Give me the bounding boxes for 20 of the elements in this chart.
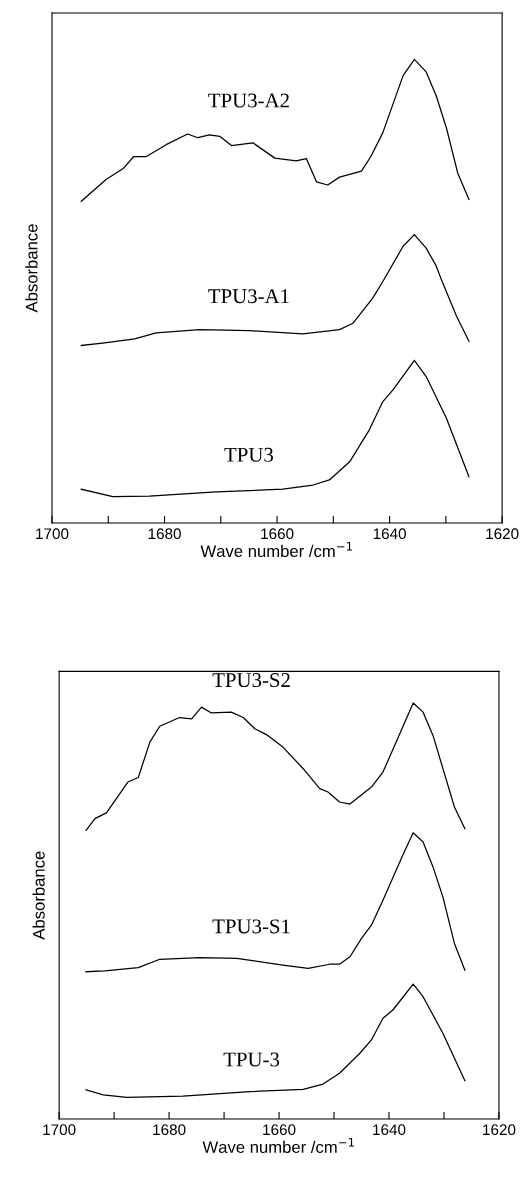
x-tick-label: 1640 bbox=[373, 1124, 406, 1136]
x-tick-label: 1680 bbox=[153, 1124, 186, 1136]
x-tick-label: 1680 bbox=[148, 528, 181, 540]
x-tick-label: 1700 bbox=[43, 1124, 76, 1136]
y-axis-title: Absorbance bbox=[32, 851, 45, 940]
x-tick-label: 1700 bbox=[36, 528, 69, 540]
series-label: TPU3-S2 bbox=[212, 673, 290, 688]
series-label: TPU3-A2 bbox=[208, 93, 289, 108]
series-label: TPU3 bbox=[224, 447, 274, 462]
series-label: TPU3-S1 bbox=[212, 919, 290, 934]
x-tick-label: 1660 bbox=[261, 528, 294, 540]
x-tick-label: 1620 bbox=[483, 1124, 516, 1136]
y-axis-title: Absorbance bbox=[25, 224, 38, 313]
x-axis-title: Wave number /cm$^{−1}$ bbox=[202, 1137, 354, 1154]
x-axis-title: Wave number /cm$^{−1}$ bbox=[200, 541, 352, 558]
x-tick-label: 1640 bbox=[373, 528, 406, 540]
x-tick-label: 1660 bbox=[263, 1124, 296, 1136]
series-label: TPU-3 bbox=[223, 1052, 280, 1067]
series-label: TPU3-A1 bbox=[208, 289, 289, 304]
x-tick-label: 1620 bbox=[486, 528, 519, 540]
